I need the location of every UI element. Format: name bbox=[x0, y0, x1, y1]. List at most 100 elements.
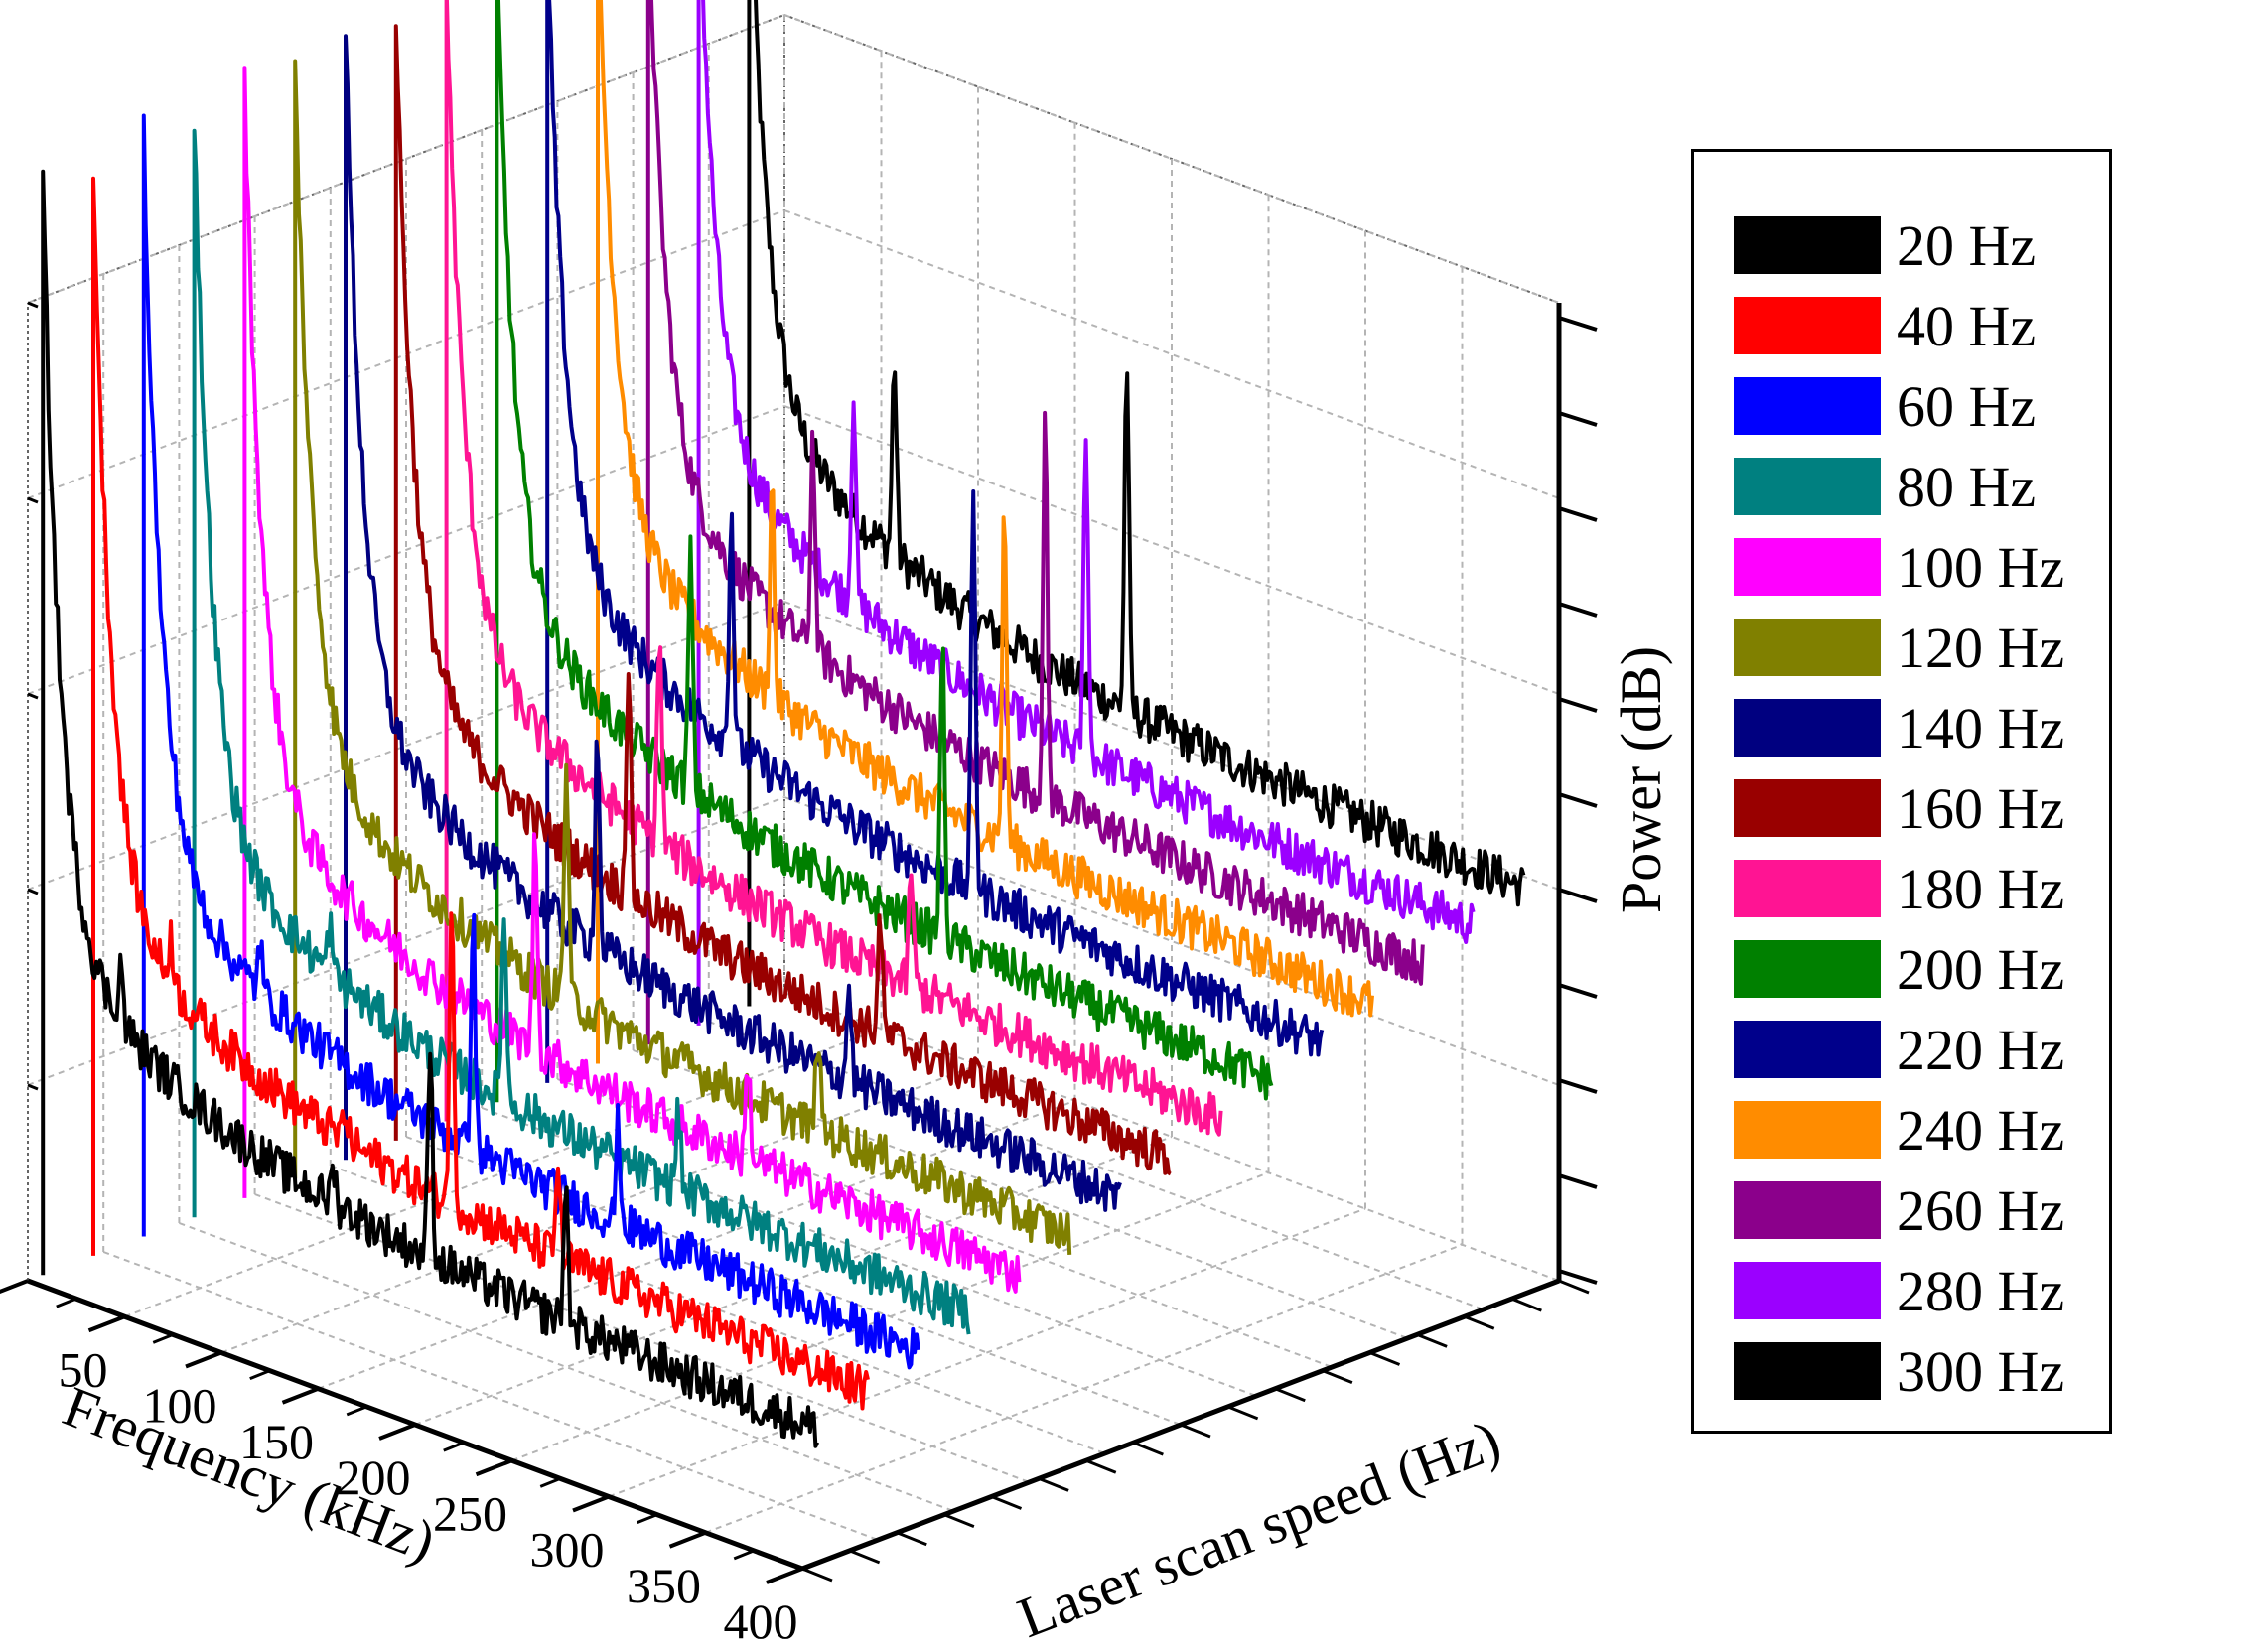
y-tick-mark bbox=[1132, 1441, 1164, 1456]
y-tick-mark bbox=[1416, 1332, 1448, 1348]
x-minor-tick-mark bbox=[539, 1476, 561, 1488]
legend-item: 260 Hz bbox=[1734, 1170, 2064, 1250]
legend-swatch bbox=[1734, 699, 1881, 757]
grid-line bbox=[102, 1251, 879, 1541]
legend-label: 60 Hz bbox=[1897, 373, 2037, 439]
y-tick-mark bbox=[990, 1495, 1023, 1510]
legend-swatch bbox=[1734, 1181, 1881, 1239]
legend-item: 240 Hz bbox=[1734, 1090, 2064, 1170]
z-tick-mark bbox=[1558, 697, 1598, 713]
legend-swatch bbox=[1734, 619, 1881, 676]
legend-item: 280 Hz bbox=[1734, 1251, 2064, 1330]
grid-line bbox=[27, 796, 785, 1086]
legend-label: 40 Hz bbox=[1897, 293, 2037, 358]
series-line-160-hz bbox=[393, 24, 1172, 1176]
grid-line bbox=[27, 405, 785, 695]
y-tick-mark bbox=[1274, 1387, 1306, 1403]
left-wall-tick bbox=[27, 1083, 39, 1091]
x-tick-label: 150 bbox=[239, 1414, 314, 1469]
series-line-200-hz bbox=[495, 0, 1274, 1103]
series-line-120-hz bbox=[293, 59, 1072, 1255]
legend-item: 180 Hz bbox=[1734, 849, 2064, 928]
series-line-280-hz bbox=[696, 0, 1476, 1026]
legend-swatch bbox=[1734, 1101, 1881, 1159]
legend-swatch bbox=[1734, 458, 1881, 515]
grid-line bbox=[414, 1136, 1173, 1426]
grid-line bbox=[405, 1136, 1182, 1426]
grid-line bbox=[27, 601, 785, 891]
legend-swatch bbox=[1734, 297, 1881, 354]
legend-label: 300 Hz bbox=[1897, 1338, 2065, 1404]
x-tick-label: 100 bbox=[143, 1378, 217, 1434]
legend-item: 200 Hz bbox=[1734, 929, 2064, 1009]
series-line-60-hz bbox=[141, 113, 920, 1370]
legend-item: 80 Hz bbox=[1734, 447, 2036, 526]
x-minor-tick-mark bbox=[733, 1549, 755, 1561]
legend-swatch bbox=[1734, 538, 1881, 596]
legend-item: 20 Hz bbox=[1734, 206, 2036, 285]
left-wall-tick bbox=[27, 301, 39, 309]
x-minor-tick-mark bbox=[152, 1332, 174, 1344]
series-line-240-hz bbox=[596, 0, 1374, 1064]
legend-label: 180 Hz bbox=[1897, 856, 2065, 921]
grid-line bbox=[708, 1021, 1485, 1310]
x-minor-tick-mark bbox=[346, 1405, 367, 1417]
legend-item: 300 Hz bbox=[1734, 1331, 2064, 1411]
x-minor-tick-mark bbox=[249, 1369, 271, 1381]
legend: 20 Hz 40 Hz 60 Hz 80 Hz 100 Hz 120 Hz 140 Hz 16… bbox=[1691, 149, 2112, 1434]
grid-line bbox=[557, 1078, 1333, 1368]
legend-swatch bbox=[1734, 1262, 1881, 1319]
grid-line bbox=[783, 14, 1560, 304]
left-wall-tick bbox=[27, 888, 39, 895]
grid-line bbox=[179, 1222, 954, 1512]
legend-item: 120 Hz bbox=[1734, 608, 2064, 687]
legend-label: 20 Hz bbox=[1897, 212, 2037, 278]
x-tick-label: 250 bbox=[433, 1485, 507, 1541]
y-tick-mark bbox=[1558, 1279, 1590, 1295]
axis-layer bbox=[0, 303, 1598, 1584]
grid-line bbox=[608, 1207, 1366, 1498]
legend-label: 280 Hz bbox=[1897, 1258, 2065, 1323]
x-tick-label: 300 bbox=[530, 1522, 605, 1578]
y-tick-mark bbox=[1038, 1476, 1069, 1492]
legend-label: 80 Hz bbox=[1897, 454, 2037, 519]
legend-label: 160 Hz bbox=[1897, 775, 2065, 841]
y-tick-mark bbox=[801, 1567, 833, 1583]
z-tick-mark bbox=[1558, 602, 1598, 618]
grid-line bbox=[783, 992, 1560, 1282]
grid-line bbox=[254, 1193, 1030, 1483]
y-tick-mark bbox=[1368, 1351, 1401, 1366]
y-tick-mark bbox=[1180, 1423, 1211, 1439]
z-tick-mark bbox=[1558, 888, 1598, 903]
z-tick-mark bbox=[1558, 411, 1598, 427]
series-layer bbox=[41, 0, 1526, 1448]
legend-item: 220 Hz bbox=[1734, 1010, 2064, 1089]
grid-line bbox=[783, 209, 1560, 499]
y-tick-mark bbox=[1227, 1405, 1259, 1421]
y-tick-mark bbox=[943, 1513, 975, 1529]
grid-line bbox=[633, 1049, 1408, 1339]
legend-item: 60 Hz bbox=[1734, 366, 2036, 446]
grid-frame-line bbox=[27, 14, 785, 304]
y-tick-mark bbox=[1464, 1314, 1495, 1330]
series-line-140-hz bbox=[344, 34, 1122, 1212]
x-tick-mark bbox=[572, 1494, 610, 1513]
grid-line bbox=[220, 1063, 979, 1354]
x-tick-mark bbox=[378, 1423, 416, 1441]
z-tick-mark bbox=[1558, 1269, 1598, 1285]
grid-line bbox=[783, 405, 1560, 695]
grid-line bbox=[27, 14, 785, 304]
left-wall-tick bbox=[27, 496, 39, 504]
z-tick-mark bbox=[1558, 792, 1598, 808]
y-tick-mark bbox=[1085, 1458, 1117, 1474]
series-line-40-hz bbox=[91, 176, 870, 1411]
grid-line bbox=[705, 1243, 1463, 1534]
grid-line bbox=[511, 1171, 1269, 1462]
grid-line bbox=[481, 1107, 1257, 1397]
x-tick-label: 400 bbox=[724, 1593, 798, 1649]
x-tick-label: 350 bbox=[627, 1558, 701, 1613]
x-tick-mark bbox=[185, 1350, 222, 1369]
z-tick-mark bbox=[1558, 1173, 1598, 1189]
series-line-220-hz bbox=[545, 0, 1325, 1083]
z-tick-mark bbox=[1558, 316, 1598, 332]
